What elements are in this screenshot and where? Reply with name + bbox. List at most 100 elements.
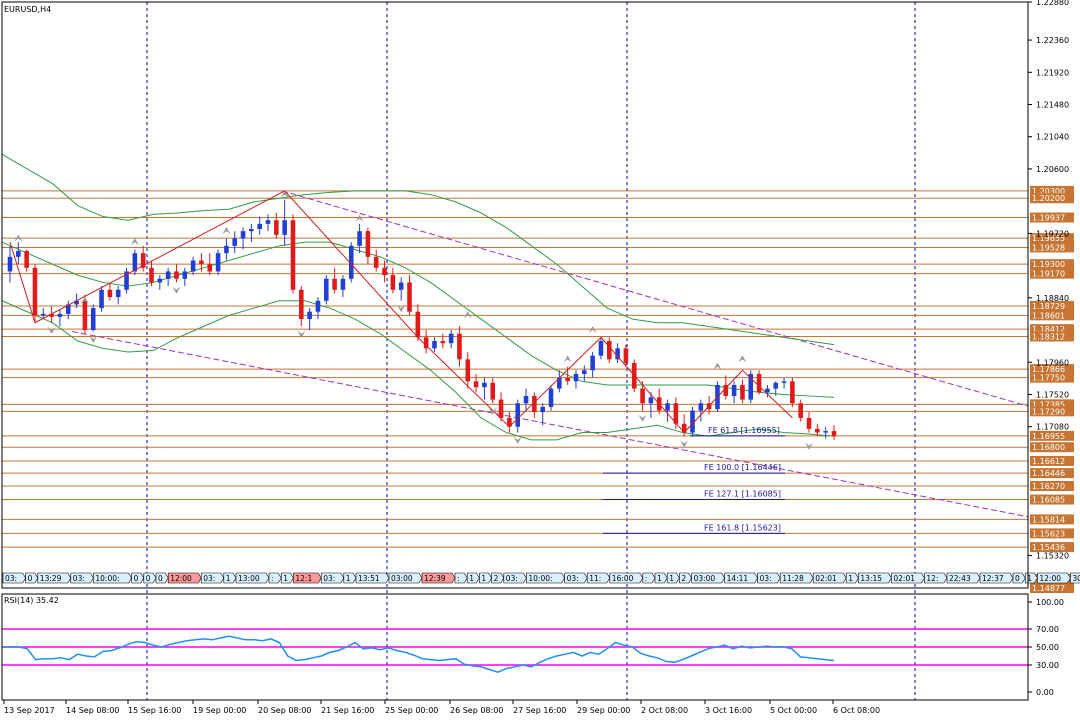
candle-body xyxy=(24,250,29,268)
fractal-arrow xyxy=(638,414,647,422)
candle-body xyxy=(573,373,579,382)
fractal-arrow xyxy=(80,296,89,304)
candle xyxy=(498,392,504,422)
candle xyxy=(99,286,104,312)
bollinger-upper xyxy=(1,153,835,346)
fractal-arrow xyxy=(355,214,364,222)
candle xyxy=(41,308,46,320)
rsi-tick-label: 70.00 xyxy=(1036,625,1059,634)
candle-body xyxy=(107,289,113,298)
rsi-tick-label: 50.00 xyxy=(1036,643,1059,652)
candle xyxy=(115,286,121,305)
candle-body xyxy=(615,348,620,360)
rsi-tick-label: 30.00 xyxy=(1036,661,1059,670)
candle xyxy=(432,337,437,353)
session-tag xyxy=(812,572,847,584)
level-tag-label: 1.18729 xyxy=(1032,302,1065,311)
session-tag-label: 1 xyxy=(283,574,288,583)
time-tick-label: 19 Sep 00:00 xyxy=(193,706,246,715)
candle-body xyxy=(498,399,504,418)
candle-body xyxy=(249,228,254,232)
session-tag-label: 02:01 xyxy=(893,574,915,583)
candle xyxy=(224,238,229,261)
candle-body xyxy=(207,264,213,272)
candle xyxy=(49,306,54,323)
candle xyxy=(490,377,496,404)
session-tag xyxy=(979,572,1014,584)
candle xyxy=(90,304,96,332)
candle xyxy=(24,249,29,272)
level-tag xyxy=(1030,372,1074,383)
time-tick-label: 20 Sep 08:00 xyxy=(258,706,311,715)
level-tag-label: 1.17385 xyxy=(1032,400,1065,409)
session-tag xyxy=(167,572,202,584)
rsi-tick-label: 100.00 xyxy=(1036,598,1064,607)
candle xyxy=(240,227,246,250)
fractal-arrow xyxy=(680,440,689,448)
session-tag-label: 03: xyxy=(5,574,17,583)
session-tag-label: 10:00: xyxy=(95,574,119,583)
level-tag xyxy=(1030,331,1074,342)
price-tick-label: 1.22360 xyxy=(1036,36,1069,45)
session-tag xyxy=(1012,572,1026,584)
candle xyxy=(465,352,471,389)
candle-body xyxy=(507,417,512,427)
session-tag-label: 11:28 xyxy=(782,574,804,583)
level-tag-label: 1.18601 xyxy=(1032,311,1065,320)
candle-body xyxy=(257,223,262,229)
session-tag xyxy=(586,572,611,584)
session-tag xyxy=(757,572,781,584)
session-tag-label: 12:00 xyxy=(1039,574,1061,583)
session-tag xyxy=(25,572,39,584)
session-tag-label: 22:43 xyxy=(949,574,971,583)
session-tag-label: 1 xyxy=(481,574,486,583)
time-tick-label: 3 Oct 16:00 xyxy=(705,706,752,715)
channel-upper xyxy=(281,190,1029,407)
candle-body xyxy=(523,395,529,404)
candle-body xyxy=(440,341,446,344)
candle-body xyxy=(16,250,21,257)
session-tag-label: 11: xyxy=(589,574,601,583)
candle-body xyxy=(41,313,46,316)
time-tick-label: 14 Sep 08:00 xyxy=(66,706,119,715)
rsi-pane-frame xyxy=(1,593,1029,701)
level-tag-label: 1.14877 xyxy=(1032,584,1065,593)
candle xyxy=(182,267,188,287)
session-tag xyxy=(235,572,270,584)
candle-body xyxy=(165,271,171,279)
candle-body xyxy=(765,388,770,393)
session-tag-label: 03: xyxy=(506,574,518,583)
candle-body xyxy=(299,289,304,320)
level-tag xyxy=(1030,399,1074,410)
fractal-arrow xyxy=(172,286,181,294)
candle xyxy=(640,381,645,411)
session-tag xyxy=(143,572,157,584)
level-tag-label: 1.15623 xyxy=(1032,529,1065,538)
rsi-tick-label: 0.00 xyxy=(1036,688,1054,697)
candle xyxy=(648,392,654,418)
candle-body xyxy=(357,231,362,246)
level-tag xyxy=(1030,468,1074,479)
candle-body xyxy=(806,417,812,429)
session-tag-label: 1 xyxy=(226,574,231,583)
time-tick-label: 26 Sep 08:00 xyxy=(450,706,503,715)
candle-body xyxy=(415,311,421,338)
level-tag xyxy=(1030,430,1074,441)
session-tag-label: 1 xyxy=(1027,574,1032,583)
session-tag-label: 1 xyxy=(669,574,674,583)
candle xyxy=(615,343,620,363)
candle-body xyxy=(32,267,38,316)
candle-body xyxy=(731,384,737,396)
session-tag xyxy=(466,572,480,584)
candle-body xyxy=(831,431,837,437)
candle-body xyxy=(348,245,354,279)
session-tag-label: 03: xyxy=(567,574,579,583)
candle-body xyxy=(290,220,296,290)
candle-body xyxy=(598,341,604,356)
candle xyxy=(548,384,554,411)
fractal-arrow xyxy=(14,234,23,242)
candle-body xyxy=(756,373,762,393)
candle xyxy=(798,399,803,422)
session-tag xyxy=(1037,572,1071,584)
